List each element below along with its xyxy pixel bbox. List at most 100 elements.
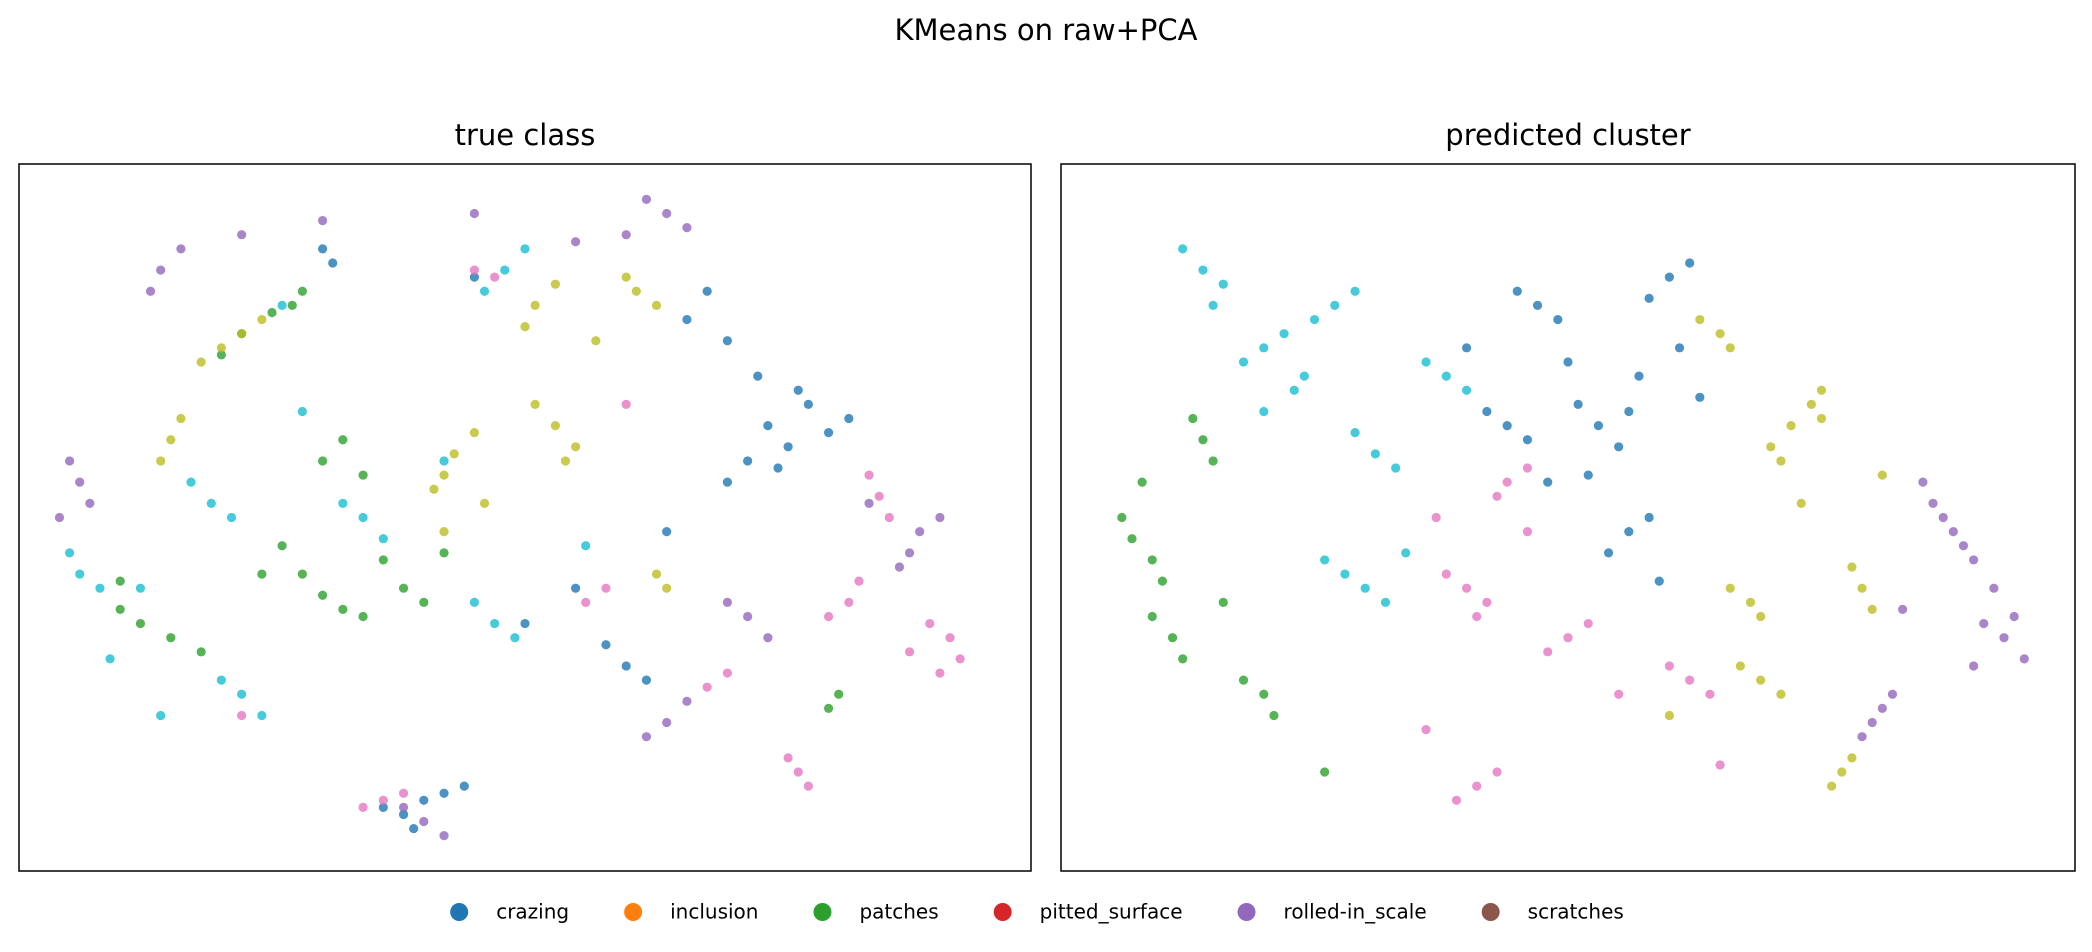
point bbox=[1887, 689, 1898, 699]
point bbox=[237, 329, 247, 339]
point bbox=[1320, 555, 1330, 565]
point bbox=[1330, 300, 1340, 310]
point bbox=[95, 583, 105, 593]
point bbox=[338, 435, 348, 445]
point bbox=[1695, 314, 1705, 325]
point bbox=[793, 767, 803, 777]
legend-label: pitted_surface bbox=[1040, 900, 1183, 924]
point bbox=[641, 675, 652, 685]
point bbox=[277, 300, 287, 310]
point bbox=[398, 583, 409, 593]
point bbox=[85, 498, 95, 508]
point bbox=[1816, 413, 1827, 424]
point bbox=[196, 647, 206, 657]
point bbox=[439, 527, 449, 537]
point bbox=[1340, 569, 1350, 579]
point bbox=[1492, 491, 1502, 501]
point bbox=[257, 314, 267, 325]
point bbox=[1462, 385, 1472, 395]
point bbox=[54, 512, 65, 523]
point bbox=[1451, 795, 1462, 805]
point bbox=[803, 399, 813, 409]
point bbox=[318, 215, 328, 226]
point bbox=[1969, 555, 1979, 565]
plot-area bbox=[1117, 244, 2029, 805]
point bbox=[1279, 329, 1289, 339]
point bbox=[722, 336, 733, 346]
point bbox=[1928, 498, 1938, 508]
point bbox=[1482, 406, 1492, 417]
point bbox=[1218, 597, 1228, 607]
point bbox=[834, 689, 844, 699]
point bbox=[419, 816, 429, 827]
point bbox=[297, 286, 307, 296]
point bbox=[1188, 413, 1198, 424]
point bbox=[216, 350, 226, 360]
point bbox=[237, 689, 247, 699]
point bbox=[1695, 392, 1705, 402]
point bbox=[1543, 477, 1553, 487]
point bbox=[1857, 583, 1867, 593]
point bbox=[1157, 576, 1167, 586]
point bbox=[1238, 675, 1249, 685]
point bbox=[490, 272, 500, 282]
point bbox=[1614, 442, 1624, 452]
point bbox=[226, 512, 237, 523]
point bbox=[277, 541, 287, 551]
point bbox=[1127, 534, 1137, 544]
point bbox=[328, 258, 338, 268]
point bbox=[135, 618, 146, 629]
point bbox=[1593, 420, 1604, 431]
point bbox=[196, 357, 206, 367]
point bbox=[1827, 781, 1837, 791]
point bbox=[1472, 611, 1482, 622]
point bbox=[1380, 597, 1391, 607]
point bbox=[1806, 399, 1816, 409]
point bbox=[479, 498, 490, 508]
point bbox=[1989, 583, 1999, 593]
point bbox=[216, 675, 226, 685]
point bbox=[803, 781, 813, 791]
subplot: true class bbox=[18, 118, 1032, 872]
point bbox=[1664, 661, 1674, 671]
point bbox=[1441, 371, 1451, 381]
point bbox=[1644, 512, 1654, 523]
point bbox=[490, 618, 500, 629]
point bbox=[783, 442, 793, 452]
point bbox=[641, 732, 652, 742]
point bbox=[1198, 265, 1208, 275]
point bbox=[1837, 767, 1847, 777]
legend-label: scratches bbox=[1528, 900, 1624, 924]
point bbox=[1431, 512, 1441, 523]
point bbox=[1603, 548, 1614, 558]
point bbox=[257, 569, 267, 579]
point bbox=[864, 470, 874, 480]
point bbox=[1421, 725, 1431, 735]
point bbox=[1502, 420, 1512, 431]
point bbox=[662, 717, 672, 728]
point bbox=[65, 548, 75, 558]
legend-label: inclusion bbox=[670, 900, 758, 924]
point bbox=[722, 597, 733, 607]
point bbox=[237, 710, 247, 721]
point bbox=[378, 534, 388, 544]
point bbox=[439, 548, 449, 558]
legend-marker bbox=[993, 903, 1012, 921]
point bbox=[793, 385, 803, 395]
point bbox=[945, 633, 955, 643]
legend-label: patches bbox=[859, 900, 938, 924]
point bbox=[601, 583, 611, 593]
point bbox=[1877, 703, 1887, 713]
point bbox=[176, 413, 186, 424]
point bbox=[1370, 449, 1380, 459]
point bbox=[621, 230, 631, 240]
point bbox=[1492, 767, 1502, 777]
point bbox=[1198, 435, 1208, 445]
point bbox=[1918, 477, 1928, 487]
point bbox=[1776, 456, 1786, 466]
point bbox=[156, 265, 166, 275]
point bbox=[1685, 258, 1695, 268]
point bbox=[651, 300, 662, 310]
point bbox=[601, 640, 611, 650]
